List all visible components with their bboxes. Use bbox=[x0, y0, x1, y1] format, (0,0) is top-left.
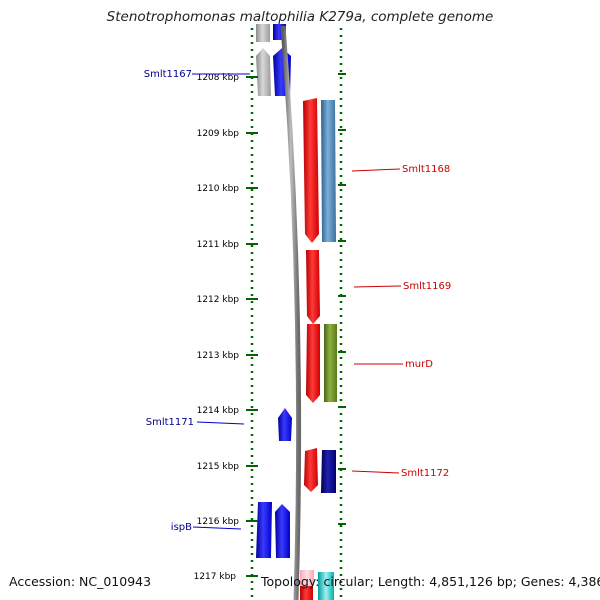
tick-label: 1212 kbp bbox=[197, 295, 240, 305]
gene-label-smlt1167: Smlt1167 bbox=[144, 69, 192, 80]
label-leader-ispb bbox=[192, 526, 242, 530]
genome-summary-text: Topology: circular; Length: 4,851,126 bp… bbox=[261, 574, 600, 589]
cog-lane-right bbox=[300, 100, 337, 600]
gene-feature-ispb-a bbox=[256, 502, 272, 558]
right-ticks bbox=[338, 73, 346, 525]
tick-label: 1213 kbp bbox=[197, 351, 240, 361]
tick-label: 1208 kbp bbox=[197, 73, 240, 83]
tick-labels: 1208 kbp 1209 kbp 1210 kbp 1211 kbp 1212… bbox=[194, 73, 240, 582]
cog-lane-gray bbox=[256, 24, 271, 96]
label-leader-smlt1168 bbox=[351, 168, 401, 172]
tick-label: 1209 kbp bbox=[197, 129, 240, 139]
tick-label: 1211 kbp bbox=[197, 240, 240, 250]
tick-label: 1210 kbp bbox=[197, 184, 240, 194]
cog-feature-steelblue bbox=[321, 100, 336, 242]
gene-label-smlt1169: Smlt1169 bbox=[403, 281, 451, 292]
forward-gene-labels: Smlt1168 Smlt1169 murD Smlt1172 bbox=[351, 164, 451, 479]
accession-text: Accession: NC_010943 bbox=[9, 574, 152, 589]
gene-label-smlt1171: Smlt1171 bbox=[146, 417, 194, 428]
cog-feature-pink bbox=[300, 570, 314, 586]
gene-label-smlt1172: Smlt1172 bbox=[401, 468, 449, 479]
genome-backbone bbox=[280, 25, 302, 600]
forward-strand-genes bbox=[300, 98, 320, 600]
label-leader-smlt1171 bbox=[196, 421, 245, 425]
gene-feature-smlt1172 bbox=[304, 448, 318, 492]
map-title: Stenotrophomonas maltophilia K279a, comp… bbox=[106, 9, 494, 25]
tick-label: 1214 kbp bbox=[197, 406, 240, 416]
label-leader-smlt1169 bbox=[353, 285, 402, 288]
gene-feature-gray-top bbox=[256, 24, 270, 42]
tick-label: 1217 kbp bbox=[194, 572, 237, 582]
gene-label-murd: murD bbox=[405, 359, 433, 370]
tick-label: 1216 kbp bbox=[197, 517, 240, 527]
gene-feature-murd bbox=[306, 324, 320, 403]
tick-label: 1215 kbp bbox=[197, 462, 240, 472]
gene-feature-smlt1168 bbox=[303, 98, 319, 243]
gene-feature-smlt1169 bbox=[306, 250, 320, 324]
left-ticks bbox=[246, 76, 258, 577]
reverse-gene-labels: Smlt1167 Smlt1171 ispB bbox=[144, 69, 250, 533]
gene-label-smlt1168: Smlt1168 bbox=[402, 164, 450, 175]
cog-feature-cyan bbox=[318, 572, 334, 600]
gene-feature-smlt1171 bbox=[278, 408, 292, 441]
gene-feature-ispb-b bbox=[275, 504, 290, 558]
gene-feature-gray bbox=[256, 48, 271, 96]
label-leader-smlt1172 bbox=[351, 470, 400, 474]
cog-feature-navy bbox=[321, 450, 336, 493]
gene-label-ispb: ispB bbox=[171, 522, 192, 533]
cog-feature-olive bbox=[324, 324, 337, 402]
